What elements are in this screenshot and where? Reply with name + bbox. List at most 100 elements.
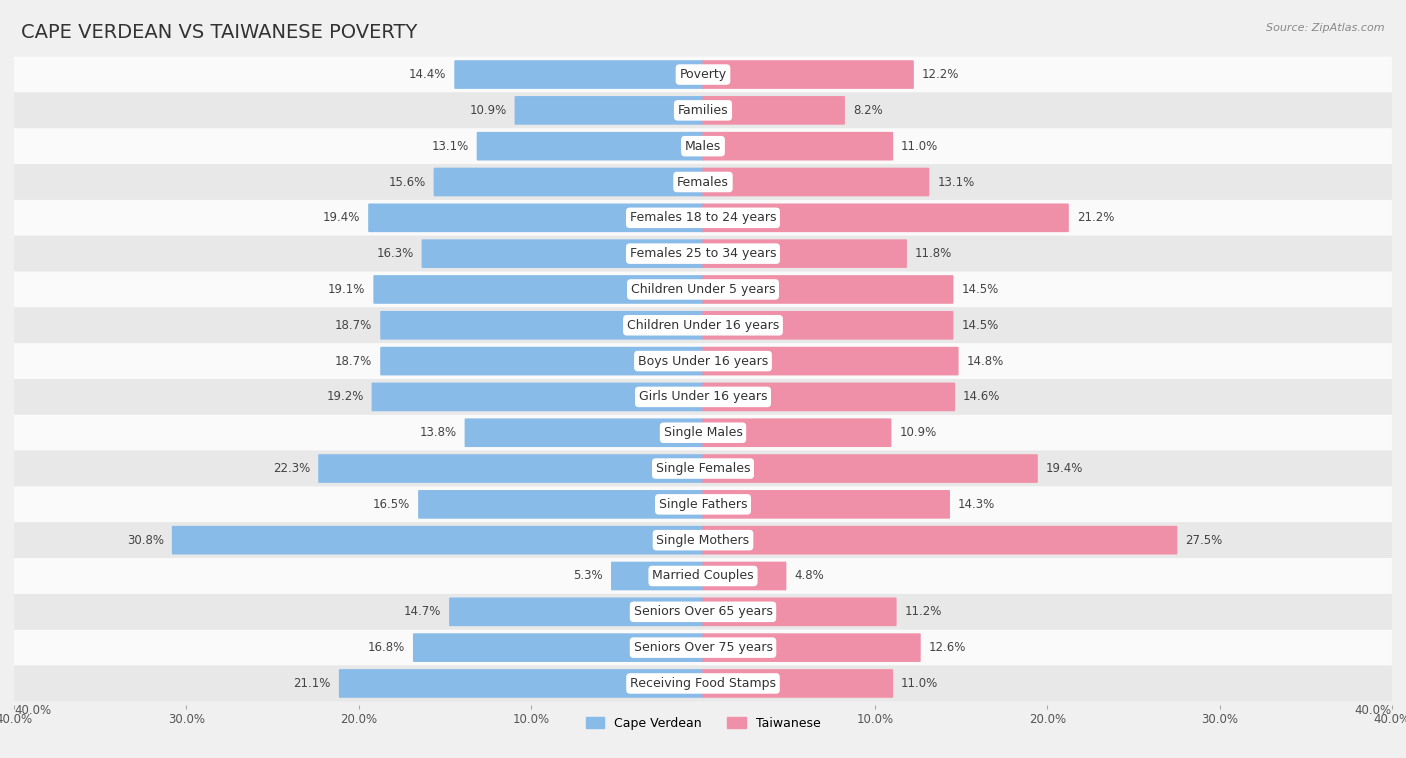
FancyBboxPatch shape: [464, 418, 703, 447]
FancyBboxPatch shape: [612, 562, 703, 590]
FancyBboxPatch shape: [703, 346, 959, 375]
FancyBboxPatch shape: [703, 454, 1038, 483]
FancyBboxPatch shape: [14, 379, 1392, 415]
Text: 30.8%: 30.8%: [127, 534, 165, 547]
Text: 14.5%: 14.5%: [962, 319, 998, 332]
FancyBboxPatch shape: [14, 236, 1392, 271]
FancyBboxPatch shape: [703, 275, 953, 304]
FancyBboxPatch shape: [14, 57, 1392, 92]
Text: 11.0%: 11.0%: [901, 139, 938, 152]
Text: Married Couples: Married Couples: [652, 569, 754, 582]
Text: 18.7%: 18.7%: [335, 319, 373, 332]
FancyBboxPatch shape: [703, 562, 786, 590]
FancyBboxPatch shape: [703, 240, 907, 268]
Text: 12.2%: 12.2%: [922, 68, 959, 81]
Text: Single Females: Single Females: [655, 462, 751, 475]
Text: Females 25 to 34 years: Females 25 to 34 years: [630, 247, 776, 260]
FancyBboxPatch shape: [413, 633, 703, 662]
FancyBboxPatch shape: [703, 203, 1069, 232]
FancyBboxPatch shape: [703, 311, 953, 340]
FancyBboxPatch shape: [14, 92, 1392, 128]
FancyBboxPatch shape: [380, 311, 703, 340]
FancyBboxPatch shape: [14, 451, 1392, 487]
FancyBboxPatch shape: [418, 490, 703, 518]
Text: 16.5%: 16.5%: [373, 498, 411, 511]
FancyBboxPatch shape: [339, 669, 703, 698]
Text: 40.0%: 40.0%: [14, 704, 51, 717]
Text: Males: Males: [685, 139, 721, 152]
Text: 27.5%: 27.5%: [1185, 534, 1222, 547]
Text: Single Mothers: Single Mothers: [657, 534, 749, 547]
Text: 14.7%: 14.7%: [404, 606, 441, 619]
FancyBboxPatch shape: [14, 594, 1392, 630]
FancyBboxPatch shape: [371, 383, 703, 412]
Text: 18.7%: 18.7%: [335, 355, 373, 368]
FancyBboxPatch shape: [703, 96, 845, 125]
Text: 11.2%: 11.2%: [904, 606, 942, 619]
Text: 10.9%: 10.9%: [900, 426, 936, 439]
Text: 13.1%: 13.1%: [938, 176, 974, 189]
FancyBboxPatch shape: [703, 168, 929, 196]
FancyBboxPatch shape: [515, 96, 703, 125]
Text: Single Males: Single Males: [664, 426, 742, 439]
FancyBboxPatch shape: [14, 415, 1392, 451]
Text: 19.4%: 19.4%: [323, 211, 360, 224]
FancyBboxPatch shape: [14, 200, 1392, 236]
Text: 14.4%: 14.4%: [409, 68, 446, 81]
FancyBboxPatch shape: [703, 526, 1177, 555]
Text: 19.4%: 19.4%: [1046, 462, 1083, 475]
FancyBboxPatch shape: [703, 669, 893, 698]
Text: Single Fathers: Single Fathers: [659, 498, 747, 511]
Text: 21.1%: 21.1%: [294, 677, 330, 690]
Text: 8.2%: 8.2%: [853, 104, 883, 117]
Text: 5.3%: 5.3%: [574, 569, 603, 582]
Text: Receiving Food Stamps: Receiving Food Stamps: [630, 677, 776, 690]
FancyBboxPatch shape: [703, 132, 893, 161]
Text: 10.9%: 10.9%: [470, 104, 506, 117]
Text: 14.5%: 14.5%: [962, 283, 998, 296]
Text: 22.3%: 22.3%: [273, 462, 311, 475]
Text: Females 18 to 24 years: Females 18 to 24 years: [630, 211, 776, 224]
Text: 40.0%: 40.0%: [1355, 704, 1392, 717]
FancyBboxPatch shape: [14, 164, 1392, 200]
Text: 13.1%: 13.1%: [432, 139, 468, 152]
Text: Children Under 5 years: Children Under 5 years: [631, 283, 775, 296]
Text: Children Under 16 years: Children Under 16 years: [627, 319, 779, 332]
Text: 4.8%: 4.8%: [794, 569, 824, 582]
Text: 19.1%: 19.1%: [328, 283, 366, 296]
Legend: Cape Verdean, Taiwanese: Cape Verdean, Taiwanese: [581, 712, 825, 735]
Text: 11.8%: 11.8%: [915, 247, 952, 260]
FancyBboxPatch shape: [14, 307, 1392, 343]
FancyBboxPatch shape: [703, 597, 897, 626]
Text: Females: Females: [678, 176, 728, 189]
Text: 14.8%: 14.8%: [966, 355, 1004, 368]
FancyBboxPatch shape: [172, 526, 703, 555]
FancyBboxPatch shape: [374, 275, 703, 304]
Text: 12.6%: 12.6%: [928, 641, 966, 654]
FancyBboxPatch shape: [703, 490, 950, 518]
Text: 19.2%: 19.2%: [326, 390, 364, 403]
FancyBboxPatch shape: [14, 630, 1392, 666]
FancyBboxPatch shape: [14, 558, 1392, 594]
FancyBboxPatch shape: [14, 343, 1392, 379]
FancyBboxPatch shape: [454, 60, 703, 89]
Text: Source: ZipAtlas.com: Source: ZipAtlas.com: [1267, 23, 1385, 33]
Text: Poverty: Poverty: [679, 68, 727, 81]
Text: Seniors Over 65 years: Seniors Over 65 years: [634, 606, 772, 619]
FancyBboxPatch shape: [703, 633, 921, 662]
FancyBboxPatch shape: [14, 271, 1392, 307]
Text: 13.8%: 13.8%: [419, 426, 457, 439]
Text: 21.2%: 21.2%: [1077, 211, 1114, 224]
FancyBboxPatch shape: [14, 487, 1392, 522]
Text: CAPE VERDEAN VS TAIWANESE POVERTY: CAPE VERDEAN VS TAIWANESE POVERTY: [21, 23, 418, 42]
FancyBboxPatch shape: [449, 597, 703, 626]
Text: 14.3%: 14.3%: [957, 498, 995, 511]
Text: Families: Families: [678, 104, 728, 117]
Text: 16.3%: 16.3%: [377, 247, 413, 260]
FancyBboxPatch shape: [477, 132, 703, 161]
FancyBboxPatch shape: [368, 203, 703, 232]
FancyBboxPatch shape: [433, 168, 703, 196]
FancyBboxPatch shape: [703, 60, 914, 89]
FancyBboxPatch shape: [703, 418, 891, 447]
FancyBboxPatch shape: [14, 666, 1392, 701]
